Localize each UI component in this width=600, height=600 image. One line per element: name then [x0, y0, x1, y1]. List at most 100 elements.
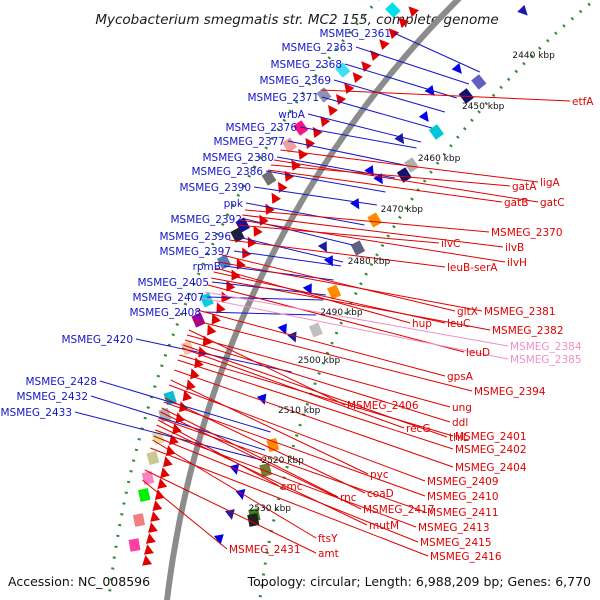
right-leader-line [170, 379, 369, 475]
plus-strand-gene [148, 522, 158, 533]
right-gene-label: mutM [369, 520, 399, 532]
right-leader-line [196, 309, 446, 377]
plus-strand-block [128, 538, 141, 552]
right-gene-label: ddl [452, 417, 468, 429]
right-gene-label: coaD [367, 488, 394, 500]
right-gene-label: gatB [504, 197, 528, 209]
plus-strand-gene [211, 313, 221, 325]
left-leader-line [206, 296, 324, 301]
plus-strand-gene [335, 94, 347, 106]
right-gene-label: MSMEG_2431 [229, 544, 301, 556]
minus-strand-gene [302, 283, 312, 295]
right-gene-label: MSMEG_2416 [430, 551, 502, 563]
right-leader-line [245, 209, 490, 233]
minus-strand-block [428, 124, 444, 140]
right-gene-label: rnc [340, 492, 357, 504]
right-gene-label: gltX [457, 306, 478, 318]
plus-strand-gene [305, 137, 316, 149]
left-gene-label: ppk [224, 198, 244, 210]
right-leader-line [221, 254, 456, 312]
left-gene-label: MSMEG_2376 [225, 122, 297, 134]
right-leader-line [242, 214, 504, 248]
left-gene-label: MSMEG_2371 [247, 92, 319, 104]
plus-strand-gene [291, 159, 301, 171]
plus-strand-gene [144, 544, 154, 555]
plus-strand-gene [284, 170, 295, 182]
minus-strand-gene [213, 534, 224, 545]
right-leader-line [192, 319, 473, 392]
right-gene-label: leuC [447, 318, 470, 330]
right-gene-label: leuD [466, 347, 490, 359]
left-gene-label: wrbA [278, 109, 306, 121]
label-leader-lines [74, 32, 571, 557]
plus-strand-gene [186, 379, 196, 391]
left-leader-line [344, 63, 457, 99]
right-gene-label: MSMEG_2402 [455, 444, 527, 456]
plus-strand-block [146, 450, 160, 466]
right-gene-label: MSMEG_2411 [427, 507, 499, 519]
gene-features [128, 2, 528, 566]
left-leader-line [333, 79, 445, 113]
scale-tick-label: 2480 kbp [348, 257, 391, 267]
right-leader-line [150, 447, 429, 557]
right-gene-label: MSMEG_2384 [510, 341, 582, 353]
scale-tick-label: 2450 kbp [462, 102, 505, 112]
plus-strand-gene [160, 467, 170, 479]
minus-strand-gene [229, 463, 240, 475]
scale-tick-labels: 2440 kbp 2450 kbp 2460 kbp 2470 kbp 2480 kbp… [249, 51, 555, 514]
right-gene-label: gatA [512, 181, 537, 193]
left-leader-line [253, 186, 377, 206]
plus-strand-gene [142, 555, 153, 566]
right-gene-label: MSMEG_2415 [420, 537, 492, 549]
plus-strand-gene [408, 6, 419, 18]
right-gene-label: MSMEG_2382 [492, 325, 564, 337]
left-gene-label: MSMEG_2369 [259, 75, 331, 87]
left-leader-line [287, 140, 405, 166]
plus-strand-block [335, 62, 351, 78]
minus-strand-gene [517, 4, 528, 16]
plus-strand-gene [190, 368, 200, 380]
minus-strand-block [471, 74, 487, 90]
right-leader-line [207, 284, 465, 353]
plus-strand-block [191, 312, 206, 328]
left-leader-line [203, 311, 317, 316]
right-leader-line [152, 439, 317, 539]
right-leader-line [163, 401, 426, 497]
left-leader-line [233, 235, 344, 263]
minus-strand-block [367, 212, 382, 228]
left-gene-label: MSMEG_2361 [319, 28, 391, 40]
left-leader-line [245, 202, 365, 226]
plus-strand-gene [145, 533, 156, 544]
plus-strand-gene [163, 456, 173, 468]
summary-text: Topology: circular; Length: 6,988,209 bp… [247, 574, 591, 589]
left-gene-label: MSMEG_2407 [132, 292, 204, 304]
right-leader-line [215, 267, 411, 324]
plus-strand-gene [320, 115, 331, 127]
minus-strand-gene [349, 198, 360, 210]
right-gene-label: recG [406, 423, 430, 435]
minus-strand-gene [451, 62, 462, 74]
plus-strand-gene [231, 269, 241, 281]
left-gene-label: MSMEG_2368 [270, 59, 342, 71]
left-gene-label: MSMEG_2408 [129, 307, 201, 319]
left-leader-line [299, 126, 417, 149]
plus-strand-block [230, 227, 245, 243]
left-leader-line [321, 96, 433, 129]
left-leader-line [74, 411, 263, 461]
right-gene-label: MSMEG_2409 [427, 476, 499, 488]
minus-strand-block [266, 437, 280, 453]
minus-strand-gene [424, 84, 435, 96]
right-gene-label: MSMEG_2406 [347, 400, 419, 412]
minus-strand-gene [418, 111, 429, 123]
scale-tick-label: 2510 kbp [278, 406, 321, 416]
plus-strand-block [180, 340, 195, 356]
right-leader-line [179, 354, 454, 437]
left-leader-line [233, 250, 342, 267]
scale-tick-label: 2530 kbp [249, 504, 292, 514]
right-gene-label: pyc [370, 469, 389, 481]
left-gene-label: MSMEG_2363 [281, 42, 353, 54]
map-title: Mycobacterium smegmatis str. MC2 155, co… [95, 12, 498, 28]
left-gene-label: MSMEG_2390 [179, 182, 251, 194]
plus-strand-gene [328, 104, 338, 116]
